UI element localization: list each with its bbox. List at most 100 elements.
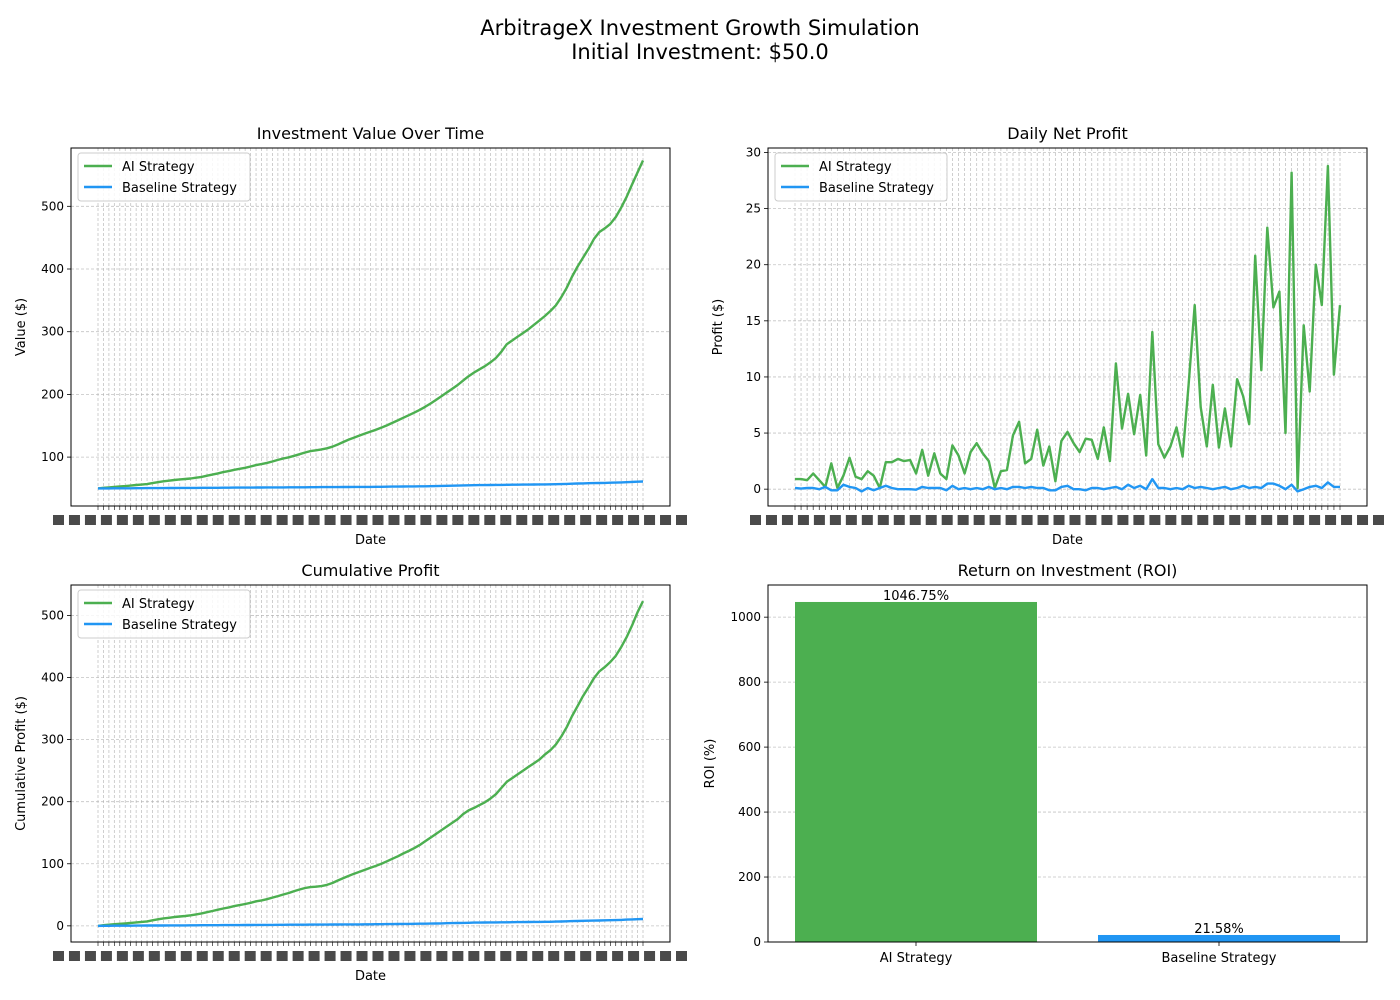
x-tick-label	[1325, 515, 1337, 525]
x-tick-label	[1117, 515, 1129, 525]
x-tick-label	[564, 515, 576, 525]
x-tick-label	[388, 951, 400, 961]
x-tick-label	[308, 951, 320, 961]
x-tick-label	[308, 515, 320, 525]
y-axis-label: Profit ($)	[711, 299, 726, 355]
x-tick-label	[1309, 515, 1321, 525]
x-tick-label	[372, 515, 384, 525]
x-tick-label	[909, 515, 921, 525]
x-tick-label	[548, 515, 560, 525]
y-axis-label: Value ($)	[14, 298, 29, 356]
x-tick-label	[164, 515, 176, 525]
x-tick-label	[596, 951, 608, 961]
x-tick-label	[893, 515, 905, 525]
x-tick-label	[973, 515, 985, 525]
x-tick-label	[1245, 515, 1257, 525]
x-tick-label	[516, 515, 528, 525]
x-axis-label: Date	[355, 969, 386, 984]
chart-title: Daily Net Profit	[1007, 124, 1127, 143]
x-tick-label	[340, 515, 352, 525]
x-tick-label	[532, 951, 544, 961]
x-tick-label	[1133, 515, 1145, 525]
x-tick-label	[164, 951, 176, 961]
x-tick-label	[53, 515, 64, 525]
y-tick-label: 5	[753, 426, 761, 440]
x-tick-label	[1085, 515, 1097, 525]
series-line-ai-strategy	[97, 600, 645, 928]
x-tick-label	[750, 515, 761, 525]
x-axis-label: Date	[1052, 533, 1083, 548]
x-tick-label	[68, 951, 80, 961]
chart-panel-1: Investment Value Over Time 100 200 300 400 50…	[14, 124, 687, 548]
x-tick-label	[244, 951, 256, 961]
x-tick-label	[1197, 515, 1209, 525]
x-tick-label	[596, 515, 608, 525]
axes-frame	[70, 147, 671, 507]
x-tick-label: AI Strategy	[880, 951, 953, 966]
x-tick-label	[1069, 515, 1081, 525]
y-tick-label: 500	[41, 199, 64, 213]
x-tick-label	[1261, 515, 1273, 525]
y-tick-label: 0	[753, 935, 761, 949]
x-tick-label	[484, 515, 496, 525]
x-tick-label	[260, 951, 272, 961]
series-line-ai-strategy	[97, 160, 645, 490]
x-tick-label	[1341, 515, 1353, 525]
y-tick-label: 25	[746, 202, 761, 216]
x-tick-label	[436, 515, 448, 525]
x-tick-label	[180, 515, 192, 525]
series-line-ai-strategy	[795, 164, 1342, 490]
x-tick-label	[989, 515, 1001, 525]
chart-title: Cumulative Profit	[301, 561, 439, 580]
x-tick-label	[660, 951, 672, 961]
series-line-baseline-strategy	[97, 917, 644, 928]
x-tick-label	[676, 951, 687, 961]
x-tick-label	[500, 951, 512, 961]
y-tick-label: 0	[56, 919, 64, 933]
y-axis-label: Cumulative Profit ($)	[14, 696, 29, 831]
x-tick-labels	[750, 515, 1384, 525]
y-tick-label: 300	[41, 733, 64, 747]
x-tick-label	[1165, 515, 1177, 525]
x-tick-label	[925, 515, 937, 525]
y-axis-label: ROI (%)	[703, 739, 718, 789]
legend-entry: AI Strategy	[122, 597, 195, 612]
x-tick-label	[132, 951, 144, 961]
x-tick-label	[324, 515, 336, 525]
x-tick-label	[1277, 515, 1289, 525]
x-tick-label	[404, 951, 416, 961]
legend-entry: Baseline Strategy	[122, 618, 237, 633]
x-tick-label	[1053, 515, 1065, 525]
x-tick-label	[484, 951, 496, 961]
x-tick-label	[1149, 515, 1161, 525]
x-tick-label	[180, 951, 192, 961]
x-tick-label	[532, 515, 544, 525]
legend-entry: AI Strategy	[819, 160, 892, 175]
x-tick-label	[644, 515, 656, 525]
x-tick-labels	[53, 951, 687, 961]
y-tick-label: 400	[41, 671, 64, 685]
x-tick-label	[628, 951, 640, 961]
y-tick-label: 600	[738, 740, 761, 754]
x-tick-label	[797, 515, 809, 525]
x-tick-label	[228, 515, 240, 525]
bar-ai-strategy	[795, 601, 1037, 942]
y-tick-label: 0	[753, 482, 761, 496]
y-tick-label: 200	[41, 795, 64, 809]
x-tick-label	[516, 951, 528, 961]
x-tick-label	[340, 951, 352, 961]
x-tick-labels	[53, 515, 687, 525]
x-tick-label	[324, 951, 336, 961]
x-tick-label	[452, 515, 464, 525]
y-tick-label: 100	[41, 450, 64, 464]
x-tick-label	[53, 951, 64, 961]
y-tick-label: 400	[738, 805, 761, 819]
x-tick-label	[100, 515, 112, 525]
x-tick-label	[116, 515, 128, 525]
x-tick-label	[276, 951, 288, 961]
x-tick-label	[957, 515, 969, 525]
x-tick-label	[644, 951, 656, 961]
x-tick-label	[420, 515, 432, 525]
x-tick-label	[1021, 515, 1033, 525]
x-tick-label	[845, 515, 857, 525]
